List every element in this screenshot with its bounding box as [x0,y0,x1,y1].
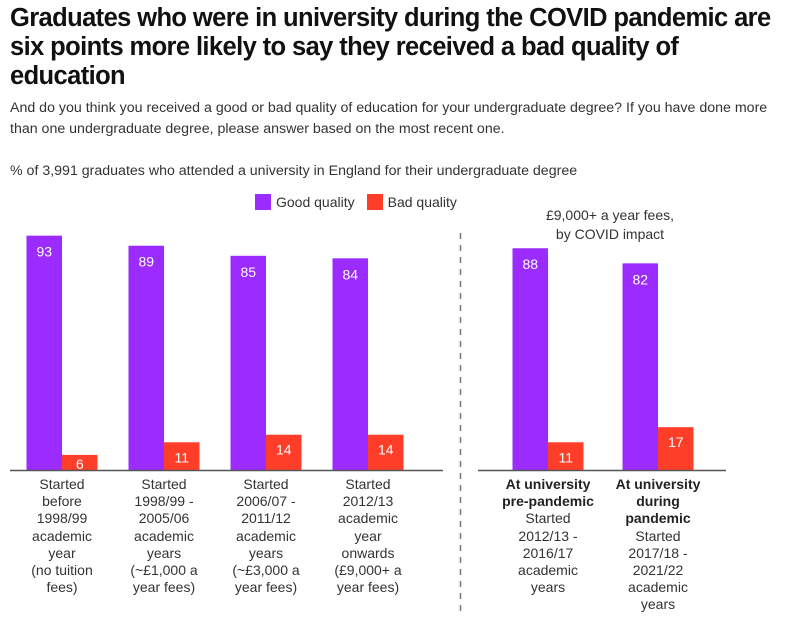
data-label-bad: 11 [174,449,189,465]
category-label-line: year [48,544,76,561]
x-axis-category-label: Started before 1998/99 academic year (no tuit… [7,476,117,596]
category-label-line: years [248,544,284,561]
bar-bad-quality [62,454,98,470]
x-axis-category-label: Started 2012/13 academic year onwards (£9,000… [313,476,423,596]
data-label-good: 82 [632,271,648,287]
data-label-good: 84 [342,266,358,282]
bar-bad-quality [658,427,694,470]
chart-title: Graduates who were in university during … [10,4,771,90]
category-label-line: Started [243,476,289,492]
category-label-line: (no tuition [31,562,93,579]
category-label-bold-line: At university [615,476,701,492]
bar-good-quality [128,245,164,470]
data-label-good: 93 [36,244,52,260]
bar-bad-quality [548,442,584,470]
data-label-bad: 17 [668,434,684,450]
category-label-line: 2012/13 [342,493,394,510]
right-panel-title-line-2: by COVID impact [555,226,665,242]
legend-item-bad: Bad quality [366,194,457,210]
category-label-line: 2011/12 [241,510,291,527]
category-label-line: academic [518,562,578,579]
category-label-line: Started [635,527,681,544]
category-label-bold-line: At university [505,476,591,492]
legend: Good quality Bad quality [255,194,463,210]
category-label-line: (£9,000+ a [334,562,402,579]
category-label-line: academic [628,579,688,596]
bar-bad-quality [164,442,200,470]
category-label-line: 2012/13 - [518,527,578,544]
survey-question: And do you think you received a good or … [10,100,768,137]
category-label-bold-line: pandemic [625,510,691,527]
bar-good-quality [332,258,368,470]
x-axis-category-label: At university during pandemic Started 2017/1… [603,476,713,614]
bar-good-quality [622,263,658,470]
data-label-bad: 14 [276,442,292,458]
category-label-line: academic [236,527,296,544]
category-label-line: Started [525,510,571,527]
sample-note: % of 3,991 graduates who attended a univ… [10,163,578,179]
x-axis-category-label: Started 2006/07 -2011/12 academic years (~£3… [211,476,321,596]
data-label-good: 85 [240,264,256,280]
category-label-line: before [42,493,82,510]
category-label-line: years [640,596,676,613]
data-label-bad: 14 [378,442,394,458]
category-label-line: 2017/18 - [628,544,688,561]
bar-good-quality [26,235,62,470]
category-label-line: year [354,527,382,544]
category-label-line: Started [345,476,391,492]
category-label-line: onwards [341,544,395,561]
bar-good-quality [230,255,266,470]
category-label-line: 1998/99 - [134,493,194,510]
category-label-line: year fees) [132,579,196,596]
data-label-good: 89 [138,254,154,270]
category-label-line: (~£1,000 a [130,562,198,579]
category-label-line: 2021/22 [632,562,684,579]
category-label-line: 2006/07 - [236,493,296,510]
category-label-line: 2005/06 [138,510,190,527]
right-panel-title-line-1: £9,000+ a year fees, [545,207,675,223]
legend-item-good: Good quality [255,194,355,210]
data-label-bad: 11 [558,449,573,465]
bar-bad-quality [368,434,404,470]
category-label-line: academic [338,510,398,527]
category-label-line: 1998/99 [36,510,88,527]
right-panel-title: £9,000+ a year fees, by COVID impact [500,206,720,244]
data-label-bad: 6 [76,456,84,472]
legend-swatch-good [255,194,271,210]
category-label-line: fees) [46,579,78,596]
legend-label-bad: Bad quality [387,194,457,210]
category-label-line: years [530,579,566,596]
category-label-line: academic [32,527,92,544]
category-label-line: Started [39,476,85,492]
category-label-line: 2016/17 [522,544,574,561]
category-label-line: Started [141,476,187,492]
legend-swatch-bad [366,194,383,210]
category-label-line: year fees) [336,579,400,596]
category-label-bold-line: during [636,493,680,510]
category-label-line: year fees) [234,579,298,596]
x-axis-category-label: Started 1998/99 -2005/06 academic years (~£1… [109,476,219,596]
category-label-line: (~£3,000 a [232,562,300,579]
category-label-line: years [146,544,182,561]
x-axis-category-label: At university pre-pandemic Started 2012/13 … [493,476,603,596]
bar-bad-quality [266,434,302,470]
legend-label-good: Good quality [276,194,355,210]
bar-good-quality [512,248,548,470]
data-label-good: 88 [522,256,538,272]
category-label-line: academic [134,527,194,544]
category-label-bold-line: pre-pandemic [502,493,594,510]
